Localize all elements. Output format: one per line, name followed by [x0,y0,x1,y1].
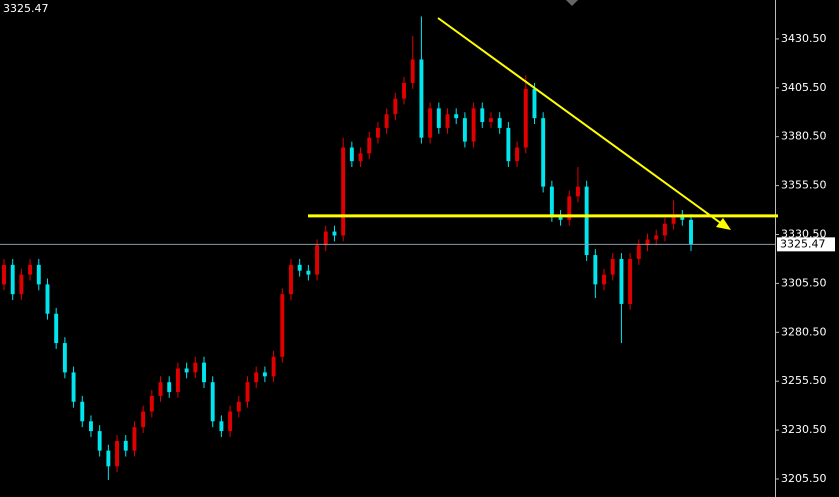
candle-body [80,401,85,422]
y-tick-label: 3205.50 [781,472,827,485]
candle-body [45,284,50,314]
scroll-marker [566,0,578,6]
candle-body [393,98,398,115]
candle-body [289,264,293,295]
candle-body [541,118,546,187]
y-tick-label: 3230.50 [781,423,827,436]
candle-body [445,114,450,128]
candle-body [549,186,554,216]
candle-body [210,382,215,422]
current-price-top: 3325.47 [3,2,49,15]
candle-body [410,59,415,83]
candle-body [62,343,67,373]
candle-body [662,223,667,236]
candle-body [306,270,311,275]
candle-body [2,264,6,285]
candle-body [332,231,337,236]
candle-body [419,59,424,138]
candle-body [193,362,198,373]
candle-body [602,274,606,285]
current-price-box [777,237,835,252]
candle-body [10,264,15,295]
candle-body [36,264,41,285]
candle-body [636,245,641,259]
candle-body [671,215,676,224]
trend-line [437,17,723,225]
trend-arrow [716,218,731,230]
y-tick-label: 3255.50 [781,374,827,387]
candle-body [28,264,33,275]
candle-body [262,372,267,377]
candle-body [97,431,102,451]
candle-body [141,411,146,428]
candle-body [158,382,163,396]
candle-body [480,108,485,123]
y-tick-label: 3380.50 [781,130,827,143]
candle-body [689,219,693,245]
candle-body [619,258,624,304]
candle-body [315,245,320,275]
candle-body [593,255,598,285]
candle-body [489,118,493,123]
candle-body [436,108,441,128]
candle-body [523,88,528,148]
candle-body [567,196,572,220]
candle-body [132,427,137,451]
y-tick-label: 3330.50 [781,228,827,241]
candle-body [254,372,259,383]
candle-body [323,231,328,246]
candle-body [219,421,224,432]
candle-body [149,395,154,412]
candle-body [471,108,476,142]
current-price-label: 3325.47 [780,237,826,250]
candle-body [358,153,363,162]
candle-body [402,82,406,99]
y-tick-label: 3305.50 [781,276,827,289]
y-tick-label: 3280.50 [781,325,827,338]
y-tick-label: 3430.50 [781,32,827,45]
candle-body [462,118,467,142]
candle-body [506,127,511,162]
candle-body [202,362,206,383]
y-tick-label: 3355.50 [781,179,827,192]
candle-body [167,382,172,392]
candle-body [71,372,76,402]
candle-body [236,401,241,412]
candle-body [280,294,285,357]
candle-body [428,108,433,138]
candle-body [384,114,389,128]
candle-body [184,368,189,373]
candle-body [19,274,24,295]
candle-body [610,258,615,275]
candle-body [515,147,520,162]
candle-body [367,137,372,154]
candle-body [680,215,685,220]
candle-body [375,127,380,138]
candle-body [349,147,354,162]
candle-body [123,440,128,451]
candle-body [532,88,537,119]
candle-body [628,258,633,304]
candle-body [654,235,659,240]
candle-body [106,450,111,467]
candle-body [175,368,180,392]
candle-body [558,215,563,220]
candle-body [645,239,650,246]
candle-body [245,382,250,402]
candle-body [228,411,233,432]
candle-body [54,313,59,344]
candle-body [575,186,580,197]
candle-body [89,421,93,432]
candle-body [584,186,589,256]
candle-body [454,114,459,119]
candle-body [497,118,502,128]
candle-body [115,440,120,467]
candle-body [297,264,302,271]
candle-body [271,356,276,377]
y-tick-label: 3405.50 [781,81,827,94]
candle-body [341,147,346,236]
